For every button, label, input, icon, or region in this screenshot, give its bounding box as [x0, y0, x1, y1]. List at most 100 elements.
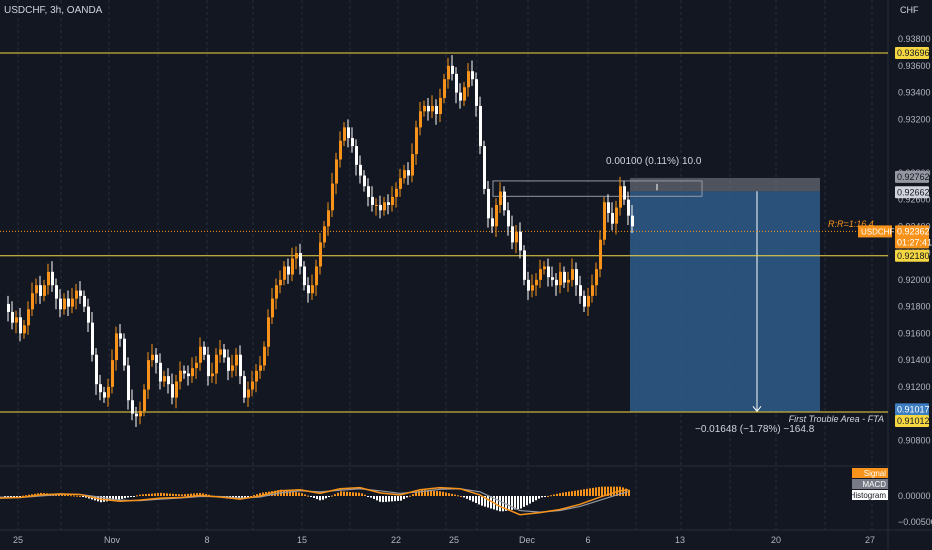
candle-body: [455, 73, 458, 93]
candle-body: [203, 346, 206, 355]
macd-histogram-bar: [145, 494, 147, 496]
candle-body: [339, 140, 342, 160]
macd-histogram-bar: [604, 486, 606, 496]
price-tick-label: 0.91800: [898, 302, 931, 312]
macd-histogram-bar: [82, 496, 84, 497]
macd-histogram-bar: [550, 495, 552, 497]
macd-histogram-bar: [610, 486, 612, 496]
macd-histogram-bar: [547, 495, 549, 497]
macd-histogram-bar: [76, 495, 78, 497]
candle-body: [547, 266, 550, 278]
candle-body: [187, 373, 190, 377]
macd-histogram-bar: [586, 488, 588, 496]
candle-body: [271, 298, 274, 318]
price-tick-label: 0.90800: [898, 435, 931, 445]
macd-histogram-bar: [487, 496, 489, 508]
macd-tick-label: −0.00500: [898, 517, 932, 527]
macd-histogram-bar: [439, 491, 441, 496]
macd-histogram-bar: [451, 493, 453, 496]
macd-histogram-bar: [184, 494, 186, 496]
candle-body: [447, 65, 450, 80]
time-tick-label: Dec: [519, 535, 536, 545]
macd-histogram-bar: [580, 489, 582, 496]
macd-histogram-bar: [358, 492, 360, 496]
candle-body: [147, 360, 150, 390]
macd-histogram-bar: [148, 493, 150, 496]
macd-histogram-bar: [205, 494, 207, 496]
macd-histogram-bar: [556, 493, 558, 496]
macd-histogram-bar: [295, 492, 297, 496]
macd-histogram-bar: [22, 495, 24, 497]
candle-body: [623, 186, 626, 200]
macd-histogram-bar: [73, 495, 75, 497]
candle-body: [23, 325, 26, 334]
macd-legend-label: Signal: [864, 469, 886, 478]
macd-histogram-bar: [364, 494, 366, 496]
candle-body: [483, 146, 486, 189]
badge-target-text: 0.91017: [897, 404, 930, 414]
macd-histogram-bar: [589, 488, 591, 496]
candle-body: [559, 271, 562, 286]
macd-histogram-bar: [490, 496, 492, 509]
macd-histogram-bar: [301, 493, 303, 496]
candle-body: [499, 191, 502, 205]
candle-body: [275, 285, 278, 299]
candle-body: [599, 239, 602, 270]
macd-histogram-bar: [592, 487, 594, 496]
macd-histogram-bar: [79, 495, 81, 497]
macd-histogram-bar: [13, 496, 15, 498]
macd-histogram-bar: [322, 496, 324, 500]
candle-body: [571, 269, 574, 280]
macd-legend-bg: [852, 479, 888, 489]
candle-body: [75, 290, 78, 299]
candle-body: [55, 285, 58, 299]
macd-histogram-bar: [553, 494, 555, 496]
candle-body: [323, 226, 326, 243]
candle-body: [303, 266, 306, 286]
macd-histogram-bar: [115, 496, 117, 500]
macd-histogram-bar: [340, 491, 342, 496]
macd-histogram-bar: [601, 486, 603, 496]
candle-body: [555, 279, 558, 286]
macd-legend-label: Histogram: [850, 491, 887, 500]
macd-histogram-bar: [346, 491, 348, 496]
time-tick-label: 13: [675, 535, 685, 545]
macd-histogram-bar: [190, 493, 192, 496]
candle-body: [379, 204, 382, 211]
candle-body: [35, 285, 38, 294]
candle-body: [595, 269, 598, 286]
candle-body: [531, 285, 534, 291]
macd-histogram-bar: [316, 496, 318, 500]
badge-resistance: 0.93696: [895, 47, 930, 59]
candle-body: [355, 146, 358, 165]
macd-histogram-bar: [331, 495, 333, 497]
fta-annotation: First Trouble Area - FTA: [789, 414, 884, 424]
candle-body: [459, 92, 462, 101]
candle-body: [127, 365, 130, 401]
macd-histogram-bar: [139, 494, 141, 496]
candle-body: [527, 279, 530, 291]
macd-histogram-bar: [181, 494, 183, 496]
candle-body: [67, 298, 70, 307]
macd-histogram-bar: [244, 496, 246, 498]
candle-body: [563, 271, 566, 283]
risk-reward-label: R:R=1:16.4: [828, 219, 874, 229]
candle-body: [239, 354, 242, 377]
price-tick-label: 0.93400: [898, 88, 931, 98]
candle-body: [399, 178, 402, 189]
macd-histogram-bar: [334, 494, 336, 496]
macd-histogram-bar: [544, 496, 546, 497]
candle-body: [347, 127, 350, 139]
candle-body: [631, 215, 634, 227]
macd-histogram-bar: [247, 496, 249, 497]
candle-body: [487, 188, 490, 219]
macd-histogram-bar: [319, 496, 321, 501]
candle-body: [243, 376, 246, 398]
macd-histogram-bar: [442, 491, 444, 496]
macd-histogram-bar: [436, 491, 438, 496]
price-tick-label: 0.92600: [898, 195, 931, 205]
macd-histogram-bar: [448, 493, 450, 496]
macd-histogram-bar: [373, 496, 375, 499]
macd-histogram-bar: [67, 494, 69, 496]
